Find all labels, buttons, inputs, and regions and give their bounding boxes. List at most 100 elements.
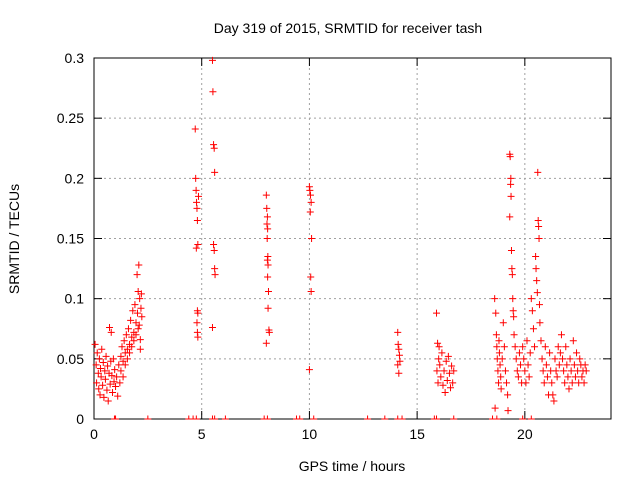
data-point	[495, 337, 503, 345]
data-point	[519, 343, 527, 351]
data-point	[306, 186, 314, 194]
data-point	[132, 331, 140, 339]
data-point	[514, 373, 522, 381]
data-point	[556, 349, 564, 357]
data-point	[96, 391, 104, 399]
data-point	[498, 355, 506, 363]
data-point	[524, 361, 532, 369]
data-point	[542, 361, 550, 369]
data-point	[118, 343, 126, 351]
baseline-point	[394, 415, 402, 420]
data-point	[515, 349, 523, 357]
baseline-point	[527, 415, 535, 420]
data-point	[548, 379, 556, 387]
data-point	[537, 337, 545, 345]
data-point	[101, 367, 109, 375]
baseline-point	[110, 415, 118, 420]
baseline-point	[433, 415, 441, 420]
data-point	[554, 343, 562, 351]
data-point	[508, 265, 516, 273]
data-point	[549, 391, 557, 399]
y-tick-label: 0.05	[57, 351, 84, 367]
data-point	[102, 352, 110, 360]
baseline-point	[144, 415, 152, 420]
data-point	[306, 191, 314, 199]
data-point	[95, 385, 103, 393]
data-point	[114, 392, 122, 400]
data-point	[503, 379, 511, 387]
data-point	[443, 376, 451, 384]
data-point	[570, 361, 578, 369]
data-point	[263, 213, 271, 221]
data-point	[123, 355, 131, 363]
data-point	[113, 373, 121, 381]
plot-frame	[93, 57, 612, 420]
y-axis-title: SRMTID / TECUs	[6, 184, 22, 294]
data-point	[137, 290, 145, 298]
data-point	[135, 261, 143, 269]
data-point	[120, 337, 128, 345]
data-point	[263, 235, 271, 242]
data-point	[210, 247, 218, 255]
data-point	[578, 373, 586, 381]
data-point	[495, 349, 503, 357]
data-point	[511, 343, 519, 351]
baseline-point	[450, 415, 458, 420]
data-point	[394, 340, 402, 348]
data-point	[445, 369, 453, 377]
data-point	[509, 307, 517, 315]
y-tick-label: 0.15	[57, 231, 84, 247]
data-points	[91, 56, 590, 415]
data-point	[507, 247, 515, 255]
data-point	[96, 364, 104, 372]
baseline-point	[185, 415, 193, 420]
data-point	[194, 333, 202, 341]
data-point	[439, 381, 447, 389]
data-point	[510, 313, 518, 321]
data-point	[122, 331, 130, 339]
x-tick-labels: 0 5 10 15 20	[90, 426, 533, 442]
data-point	[305, 366, 313, 374]
data-point	[130, 337, 138, 345]
baseline-point	[292, 415, 300, 420]
data-point	[434, 339, 442, 347]
data-point	[568, 379, 576, 387]
data-point	[126, 349, 134, 357]
baseline-point	[519, 415, 527, 420]
data-point	[210, 144, 218, 152]
data-point	[193, 216, 201, 224]
data-point	[136, 295, 144, 303]
data-point	[307, 287, 315, 295]
data-point	[449, 379, 457, 387]
data-point	[522, 379, 530, 387]
data-point	[131, 301, 139, 309]
data-point	[539, 367, 547, 375]
data-point	[264, 225, 272, 233]
data-point	[99, 358, 107, 366]
data-point	[194, 192, 202, 200]
data-point	[136, 345, 144, 353]
data-point	[101, 375, 109, 383]
data-point	[512, 355, 520, 363]
data-point	[541, 343, 549, 351]
data-point	[97, 373, 105, 381]
data-point	[193, 198, 201, 206]
data-point	[109, 355, 117, 363]
data-point	[521, 367, 529, 375]
data-point	[535, 222, 543, 230]
data-point	[497, 373, 505, 381]
data-point	[500, 343, 508, 351]
data-point	[536, 319, 544, 327]
data-point	[535, 301, 543, 309]
data-point	[192, 186, 200, 194]
data-point	[119, 357, 127, 365]
baseline-point	[211, 415, 219, 420]
data-point	[528, 307, 536, 315]
baseline-point	[381, 415, 389, 420]
y-tick-label: 0	[76, 411, 84, 427]
data-point	[492, 331, 500, 339]
data-point	[127, 316, 135, 324]
data-point	[499, 319, 507, 327]
data-point	[434, 379, 442, 387]
data-point	[136, 336, 144, 344]
